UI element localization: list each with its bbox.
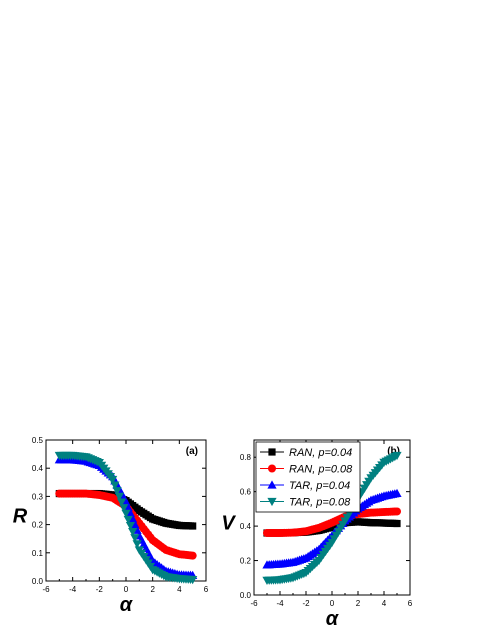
x-tick-label: -4 [69,585,77,594]
data-point [130,534,140,543]
data-point [128,528,138,537]
y-tick-label: 0.6 [240,488,252,497]
data-point [125,521,136,531]
legend-label: TAR, p=0.04 [289,480,350,492]
data-point [188,551,197,560]
chart-panel-a: -6 -4 -2 0 2 4 6 0.0 0.1 0.2 0.3 0.4 0.5 α R (a) [13,436,209,616]
chart-panel-b: -6 -4 -2 0 2 4 6 0.0 0.2 0.4 0.6 0.8 α V (b) RAN, p=0.0… [221,439,413,627]
y-tick-label: 0.4 [240,522,252,531]
x-tick-label: 2 [150,585,155,594]
legend-marker [268,464,276,473]
x-tick-label: 2 [356,599,361,608]
data-point [393,507,401,516]
data-point [116,498,127,507]
x-tick-label: 4 [382,599,387,608]
legend-label: TAR, p=0.08 [289,497,351,509]
y-tick-label: 0.2 [32,521,44,530]
x-tick-label: 6 [204,585,209,594]
data-point [108,475,118,485]
x-tick-label: -6 [42,585,50,594]
x-tick-label: -2 [302,599,310,608]
y-tick-label: 0.4 [32,464,44,473]
series-3 [262,451,402,585]
x-axis-label: α [120,594,134,616]
x-tick-label: -6 [250,599,258,608]
data-point [188,575,198,585]
data-point [393,519,401,528]
y-tick-label: 0.3 [32,492,44,501]
data-point [189,522,197,530]
legend-label: RAN, p=0.08 [289,464,353,476]
data-point [110,481,120,490]
legend: RAN, p=0.04 RAN, p=0.08 TAR, p=0.04 TAR, p=… [255,441,361,513]
data-point [121,509,131,518]
data-point [112,487,122,496]
y-tick-label: 0.8 [240,453,252,462]
x-tick-label: 0 [330,599,335,608]
x-tick-label: 4 [177,585,182,594]
y-tick-label: 0.0 [32,577,44,586]
x-tick-label: 0 [124,585,129,594]
y-tick-label: 0.5 [32,436,44,445]
x-axis-label: α [326,608,340,627]
data-point [114,492,124,501]
legend-marker [268,448,276,456]
data-point [392,488,402,497]
y-tick-label: 0.1 [32,549,44,558]
y-axis-label: R [13,506,28,528]
legend-label: RAN, p=0.04 [289,447,352,459]
data-point [392,451,402,461]
y-tick-label: 0.0 [240,591,252,600]
data-point [119,504,129,513]
x-tick-label: 6 [408,599,413,608]
data-point [132,540,142,549]
series-3 [54,451,198,585]
legend-marker [267,480,277,489]
x-tick-label: -2 [96,585,104,594]
panel-label: (b) [387,446,400,457]
y-tick-label: 0.2 [240,557,252,566]
panel-label: (a) [186,446,198,457]
x-tick-label: -4 [276,599,284,608]
y-axis-label: V [221,513,236,535]
data-point [123,515,133,525]
legend-marker [267,497,277,507]
